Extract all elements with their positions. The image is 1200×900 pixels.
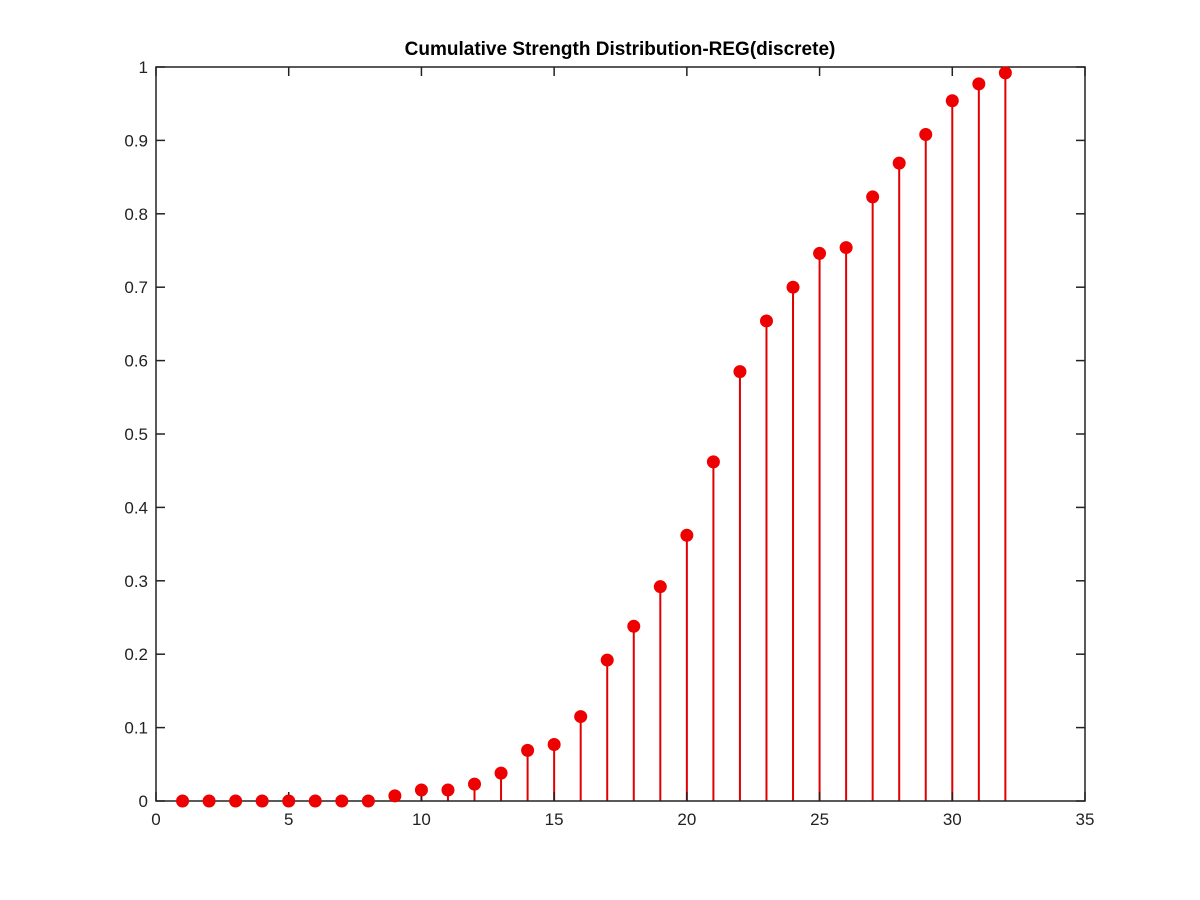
- y-tick-label: 0.5: [124, 425, 148, 444]
- y-tick-label: 0.4: [124, 498, 148, 517]
- data-point: [468, 777, 482, 791]
- ticks-layer: [155, 66, 1086, 802]
- data-point: [335, 794, 349, 808]
- data-point: [308, 794, 322, 808]
- y-tick-label: 0.3: [124, 572, 148, 591]
- x-tick-label: 25: [810, 810, 829, 829]
- data-point: [414, 783, 428, 797]
- data-point: [945, 94, 959, 108]
- y-tick-label: 0.6: [124, 352, 148, 371]
- x-tick-label: 30: [943, 810, 962, 829]
- data-point: [521, 743, 535, 757]
- data-point: [202, 794, 216, 808]
- data-point: [627, 619, 641, 633]
- data-point: [176, 794, 190, 808]
- data-point: [786, 280, 800, 294]
- data-point: [388, 789, 402, 803]
- x-tick-label: 10: [412, 810, 431, 829]
- y-tick-label: 0: [139, 792, 148, 811]
- data-point: [574, 710, 588, 724]
- x-tick-label: 15: [545, 810, 564, 829]
- data-point: [680, 528, 694, 542]
- y-tick-label: 1: [139, 58, 148, 77]
- markers-layer: [176, 66, 1012, 808]
- y-tick-label: 0.7: [124, 278, 148, 297]
- x-tick-label: 20: [677, 810, 696, 829]
- data-point: [361, 794, 375, 808]
- y-tick-label: 0.1: [124, 719, 148, 738]
- data-point: [866, 190, 880, 204]
- stems-layer: [393, 72, 1007, 801]
- data-point: [441, 783, 455, 797]
- data-point: [653, 580, 667, 594]
- data-point: [547, 737, 561, 751]
- data-point: [600, 653, 614, 667]
- y-tick-label: 0.9: [124, 131, 148, 150]
- chart-title: Cumulative Strength Distribution-REG(dis…: [405, 39, 836, 60]
- x-tick-label: 5: [284, 810, 293, 829]
- data-point: [494, 766, 508, 780]
- data-point: [892, 156, 906, 170]
- data-point: [282, 794, 296, 808]
- data-point: [255, 794, 269, 808]
- data-point: [229, 794, 243, 808]
- data-point: [839, 241, 853, 255]
- data-point: [733, 365, 747, 379]
- x-tick-label: 0: [151, 810, 160, 829]
- data-point: [813, 246, 827, 260]
- data-point: [706, 455, 720, 469]
- y-tick-label: 0.2: [124, 645, 148, 664]
- data-point: [998, 66, 1012, 80]
- data-point: [919, 128, 933, 142]
- plot-frame: [155, 66, 1086, 802]
- y-tick-label: 0.8: [124, 205, 148, 224]
- data-point: [759, 314, 773, 328]
- data-point: [972, 77, 986, 91]
- labels-layer: 0 5 10 15 20 25 30 35 0 0.1 0.2 0.3 0.4 0.5 0.6 0.7 0.8 0…: [124, 58, 1094, 829]
- x-tick-label: 35: [1076, 810, 1095, 829]
